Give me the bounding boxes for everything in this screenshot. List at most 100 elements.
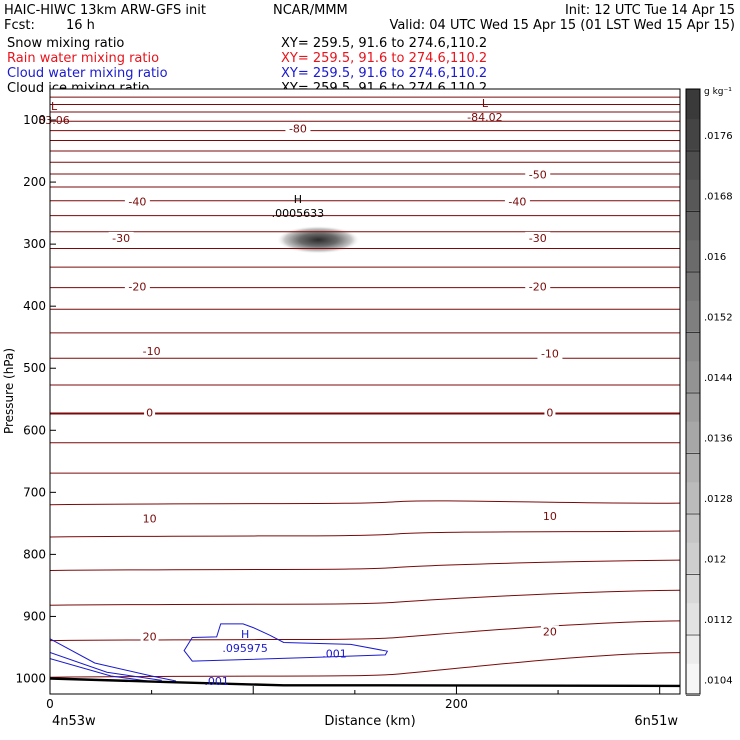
colorbar-bin (686, 512, 700, 544)
cloud-water-contour (50, 658, 148, 682)
colorbar-bin (686, 300, 700, 332)
contour-label-bg (504, 195, 530, 208)
isotherm-line (50, 589, 680, 606)
x-axis-label: Distance (km) (324, 714, 415, 729)
x-tick-label: 200 (445, 697, 468, 711)
field-xy: XY= 259.5, 91.6 to 274.6,110.2 (281, 51, 487, 66)
contour-label: -30 (112, 232, 130, 245)
colorbar-bin (686, 210, 700, 241)
contour-label-bg (540, 509, 559, 522)
contour-label-bg (139, 344, 165, 357)
x-right-endpoint: 6n51w (634, 714, 678, 729)
contour-label-bg (537, 347, 563, 360)
colorbar-bin (686, 482, 700, 513)
contour-label: 10 (143, 512, 157, 525)
extremum-marker: L (482, 97, 489, 110)
extremum-marker: H (294, 193, 302, 206)
model-title: HAIC-HIWC 13km ARW-GFS init (4, 3, 206, 18)
colorbar-tick-label: .0136 (704, 434, 733, 445)
x-tick-label: 0 (46, 697, 54, 711)
cloud-water-label: .001 (204, 675, 229, 688)
colorbar-frame (685, 88, 701, 695)
y-tick-label: 200 (23, 175, 46, 189)
org-label: NCAR/MMM (273, 3, 348, 18)
colorbar-bin (686, 663, 700, 695)
header: HAIC-HIWC 13km ARW-GFS init NCAR/MMM Ini… (4, 3, 735, 96)
colorbar-bin (686, 391, 700, 423)
contour-label-bg (144, 406, 156, 419)
colorbar-bin (686, 573, 700, 604)
colorbar-bin (686, 361, 700, 392)
isotherm-line (50, 652, 680, 678)
contour-label: -50 (529, 169, 547, 182)
y-tick-label: 100 (23, 113, 46, 127)
extremum-marker: H (241, 628, 249, 641)
contour-label: -20 (128, 280, 146, 293)
cloud-water-contour (183, 623, 389, 662)
extremum-marker: L (51, 100, 58, 113)
x-left-endpoint: 4n53w (52, 714, 96, 729)
contour-label: 0 (146, 406, 153, 419)
contour-label: -80 (289, 123, 307, 136)
fcst-label: Fcst: (4, 18, 35, 33)
colorbar-bin (686, 89, 700, 120)
y-tick-label: 500 (23, 361, 46, 375)
field-name: Rain water mixing ratio (7, 51, 159, 66)
contour-label-bg (124, 195, 150, 208)
terrain-line (50, 677, 680, 688)
y-axis-label: Pressure (hPa) (2, 348, 16, 434)
isotherm-line (50, 530, 680, 538)
contour-label: -40 (508, 195, 526, 208)
contour-label: 20 (543, 625, 557, 638)
y-tick-label: 300 (23, 237, 46, 251)
isotherm-line (50, 500, 680, 506)
colorbar-unit: g kg⁻¹ (704, 87, 732, 97)
contour-label-bg (525, 280, 551, 293)
contour-label: 10 (543, 510, 557, 523)
colorbar-tick-label: .012 (704, 555, 726, 566)
cloud-water-contours (50, 623, 389, 682)
colorbar-bin (686, 240, 700, 271)
colorbar-bin (686, 270, 700, 302)
contour-label: -10 (143, 345, 161, 358)
isotherm-line (50, 620, 680, 642)
colorbar-tick-label: .0128 (704, 494, 733, 505)
colorbar-tick-label: .0176 (704, 131, 733, 142)
y-tick-label: 900 (23, 609, 46, 623)
colorbar-bin (686, 179, 700, 211)
field-name: Cloud water mixing ratio (7, 66, 168, 81)
y-tick-label: 700 (23, 485, 46, 499)
extremum-value: -84.02 (467, 111, 502, 124)
colorbar-bin (686, 421, 700, 453)
contour-label: -20 (529, 280, 547, 293)
cloud-water-contour (50, 638, 177, 682)
contour-label-bg (140, 512, 159, 525)
contour-label-bg (525, 231, 551, 244)
y-tick-label: 1000 (15, 671, 46, 685)
y-tick-label: 600 (23, 423, 46, 437)
colorbar-bin (686, 452, 700, 483)
cloud-water-label: .001 (322, 648, 347, 661)
colorbar-bin (686, 542, 700, 574)
extremum-value: .095975 (222, 642, 268, 655)
contour-label-bg (285, 122, 311, 135)
contour-label: -10 (541, 347, 559, 360)
extremum-value: .0005633 (272, 207, 325, 220)
y-tick-label: 800 (23, 547, 46, 561)
colorbar-bin (686, 119, 700, 150)
field-xy: XY= 259.5, 91.6 to 274.6,110.2 (281, 36, 487, 51)
field-name: Snow mixing ratio (7, 36, 124, 51)
isotherm-contours (50, 89, 680, 678)
cloud-water-contour (50, 651, 162, 681)
contour-label: -40 (128, 195, 146, 208)
plot-frame (49, 88, 681, 695)
contour-label: 20 (143, 630, 157, 643)
colorbar: .0176 .0168 .016 .0152 .0144 .0136 .0128 .012 .0… (685, 88, 733, 696)
contour-label-bg (124, 280, 150, 293)
fcst-value: 16 h (66, 18, 95, 33)
colorbar-tick-label: .0152 (704, 313, 733, 324)
contour-label-bg (108, 231, 134, 244)
contour-label-bg (140, 630, 159, 643)
